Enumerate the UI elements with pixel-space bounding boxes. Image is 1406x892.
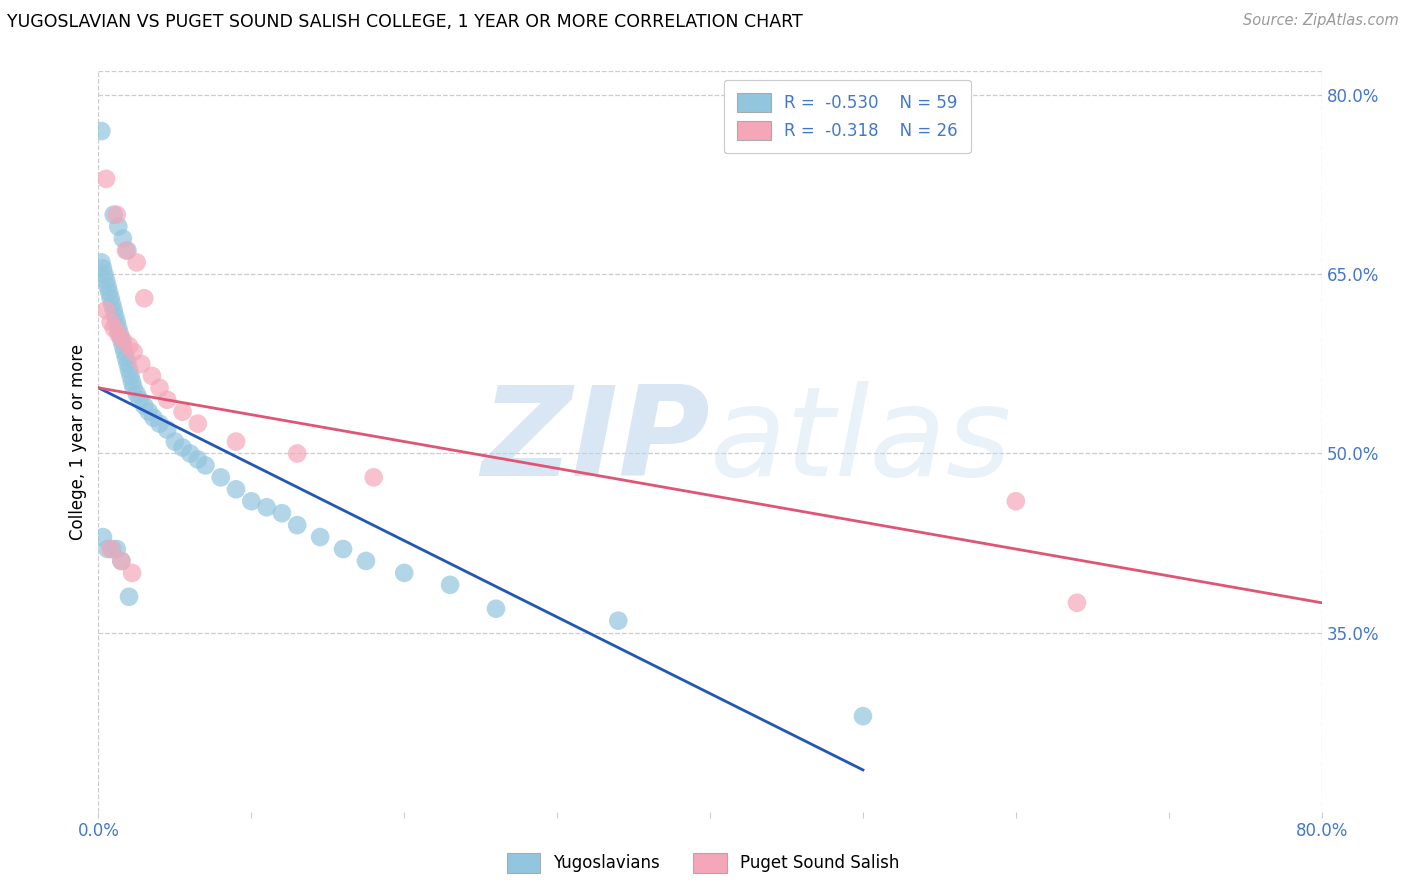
Point: [122, 345, 145, 359]
Point: [107, 327, 129, 342]
Point: [100, 291, 122, 305]
Point: [149, 381, 172, 395]
Point: [485, 601, 508, 615]
Point: [94, 273, 117, 287]
Point: [105, 315, 128, 329]
Point: [107, 219, 129, 234]
Y-axis label: College, 1 year or more: College, 1 year or more: [69, 343, 87, 540]
Point: [97, 279, 120, 293]
Point: [156, 392, 179, 407]
Point: [118, 363, 141, 377]
Point: [142, 410, 165, 425]
Point: [107, 321, 129, 335]
Point: [111, 339, 134, 353]
Legend: R =  -0.530    N = 59, R =  -0.318    N = 26: R = -0.530 N = 59, R = -0.318 N = 26: [724, 79, 970, 153]
Point: [111, 231, 134, 245]
Text: atlas: atlas: [710, 381, 1012, 502]
Point: [852, 709, 875, 723]
Point: [91, 530, 114, 544]
Point: [607, 614, 630, 628]
Point: [1066, 596, 1088, 610]
Point: [439, 578, 461, 592]
Point: [122, 381, 145, 395]
Point: [101, 541, 124, 556]
Point: [125, 255, 148, 269]
Point: [225, 483, 247, 497]
Point: [121, 375, 143, 389]
Point: [100, 315, 122, 329]
Point: [90, 255, 112, 269]
Point: [112, 345, 135, 359]
Point: [103, 208, 125, 222]
Point: [240, 494, 263, 508]
Point: [172, 405, 194, 419]
Point: [172, 441, 194, 455]
Text: YUGOSLAVIAN VS PUGET SOUND SALISH COLLEGE, 1 YEAR OR MORE CORRELATION CHART: YUGOSLAVIAN VS PUGET SOUND SALISH COLLEG…: [7, 13, 803, 31]
Point: [309, 530, 332, 544]
Point: [115, 244, 138, 258]
Point: [120, 368, 142, 383]
Point: [138, 405, 160, 419]
Point: [270, 506, 292, 520]
Point: [256, 500, 278, 515]
Point: [129, 357, 152, 371]
Point: [141, 368, 163, 383]
Text: Source: ZipAtlas.com: Source: ZipAtlas.com: [1243, 13, 1399, 29]
Point: [111, 333, 134, 347]
Point: [194, 458, 217, 473]
Point: [285, 446, 308, 460]
Text: ZIP: ZIP: [481, 381, 710, 502]
Point: [104, 309, 127, 323]
Point: [363, 470, 385, 484]
Point: [149, 417, 172, 431]
Point: [118, 590, 141, 604]
Point: [110, 333, 132, 347]
Point: [179, 446, 201, 460]
Point: [209, 470, 232, 484]
Point: [93, 268, 115, 282]
Point: [187, 417, 209, 431]
Point: [1004, 494, 1026, 508]
Point: [105, 541, 128, 556]
Point: [103, 303, 125, 318]
Point: [117, 357, 139, 371]
Point: [94, 171, 117, 186]
Point: [121, 566, 143, 580]
Point: [392, 566, 416, 580]
Point: [91, 261, 114, 276]
Point: [101, 297, 124, 311]
Point: [97, 541, 120, 556]
Point: [125, 386, 148, 401]
Point: [134, 399, 156, 413]
Point: [354, 554, 377, 568]
Point: [103, 321, 125, 335]
Point: [118, 339, 141, 353]
Point: [285, 518, 308, 533]
Point: [225, 434, 247, 449]
Point: [128, 392, 150, 407]
Legend: Yugoslavians, Puget Sound Salish: Yugoslavians, Puget Sound Salish: [501, 847, 905, 880]
Point: [108, 327, 131, 342]
Point: [163, 434, 186, 449]
Point: [115, 351, 138, 365]
Point: [156, 423, 179, 437]
Point: [110, 554, 132, 568]
Point: [117, 244, 139, 258]
Point: [98, 285, 121, 300]
Point: [187, 452, 209, 467]
Point: [90, 124, 112, 138]
Point: [332, 541, 354, 556]
Point: [100, 541, 122, 556]
Point: [94, 303, 117, 318]
Point: [110, 554, 132, 568]
Point: [105, 208, 128, 222]
Point: [134, 291, 156, 305]
